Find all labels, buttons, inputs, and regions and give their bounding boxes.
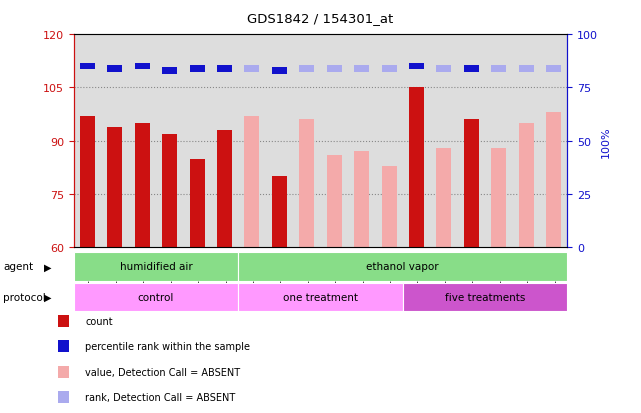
Bar xyxy=(327,66,342,72)
Text: control: control xyxy=(138,292,174,302)
Bar xyxy=(464,120,479,248)
Bar xyxy=(354,66,369,72)
Bar xyxy=(409,88,424,248)
Bar xyxy=(58,315,69,327)
Bar xyxy=(546,113,561,248)
Text: agent: agent xyxy=(3,262,33,272)
Bar xyxy=(80,116,95,248)
Bar xyxy=(403,283,567,311)
Bar xyxy=(519,124,534,248)
Bar xyxy=(409,64,424,70)
Bar xyxy=(381,66,397,72)
Bar xyxy=(135,64,150,70)
Bar xyxy=(162,68,177,74)
Bar xyxy=(238,253,567,281)
Text: count: count xyxy=(85,316,113,326)
Bar xyxy=(464,66,479,72)
Bar xyxy=(546,66,561,72)
Text: humidified air: humidified air xyxy=(120,262,192,272)
Bar xyxy=(299,120,314,248)
Bar xyxy=(519,66,534,72)
Bar xyxy=(190,66,204,72)
Bar xyxy=(80,64,95,70)
Text: one treatment: one treatment xyxy=(283,292,358,302)
Bar xyxy=(437,149,451,248)
Y-axis label: 100%: 100% xyxy=(601,126,611,157)
Text: five treatments: five treatments xyxy=(445,292,525,302)
Bar xyxy=(190,159,204,248)
Bar xyxy=(217,66,232,72)
Text: GDS1842 / 154301_at: GDS1842 / 154301_at xyxy=(247,12,394,25)
Bar xyxy=(74,283,238,311)
Bar xyxy=(217,131,232,248)
Bar xyxy=(491,66,506,72)
Bar xyxy=(74,253,238,281)
Text: ethanol vapor: ethanol vapor xyxy=(367,262,439,272)
Text: protocol: protocol xyxy=(3,292,46,302)
Bar xyxy=(381,166,397,248)
Bar xyxy=(327,156,342,248)
Bar xyxy=(58,392,69,403)
Bar xyxy=(58,366,69,378)
Bar xyxy=(244,66,260,72)
Bar xyxy=(244,116,260,248)
Text: percentile rank within the sample: percentile rank within the sample xyxy=(85,342,250,351)
Text: ▶: ▶ xyxy=(44,292,51,302)
Bar xyxy=(491,149,506,248)
Bar xyxy=(162,134,177,248)
Text: ▶: ▶ xyxy=(44,262,51,272)
Bar xyxy=(272,177,287,248)
Bar xyxy=(437,66,451,72)
Bar xyxy=(107,127,122,248)
Bar xyxy=(354,152,369,248)
Text: value, Detection Call = ABSENT: value, Detection Call = ABSENT xyxy=(85,367,240,377)
Bar xyxy=(238,283,403,311)
Bar xyxy=(272,68,287,74)
Text: rank, Detection Call = ABSENT: rank, Detection Call = ABSENT xyxy=(85,392,235,402)
Bar xyxy=(58,341,69,352)
Bar xyxy=(135,124,150,248)
Bar xyxy=(107,66,122,72)
Bar xyxy=(299,66,314,72)
